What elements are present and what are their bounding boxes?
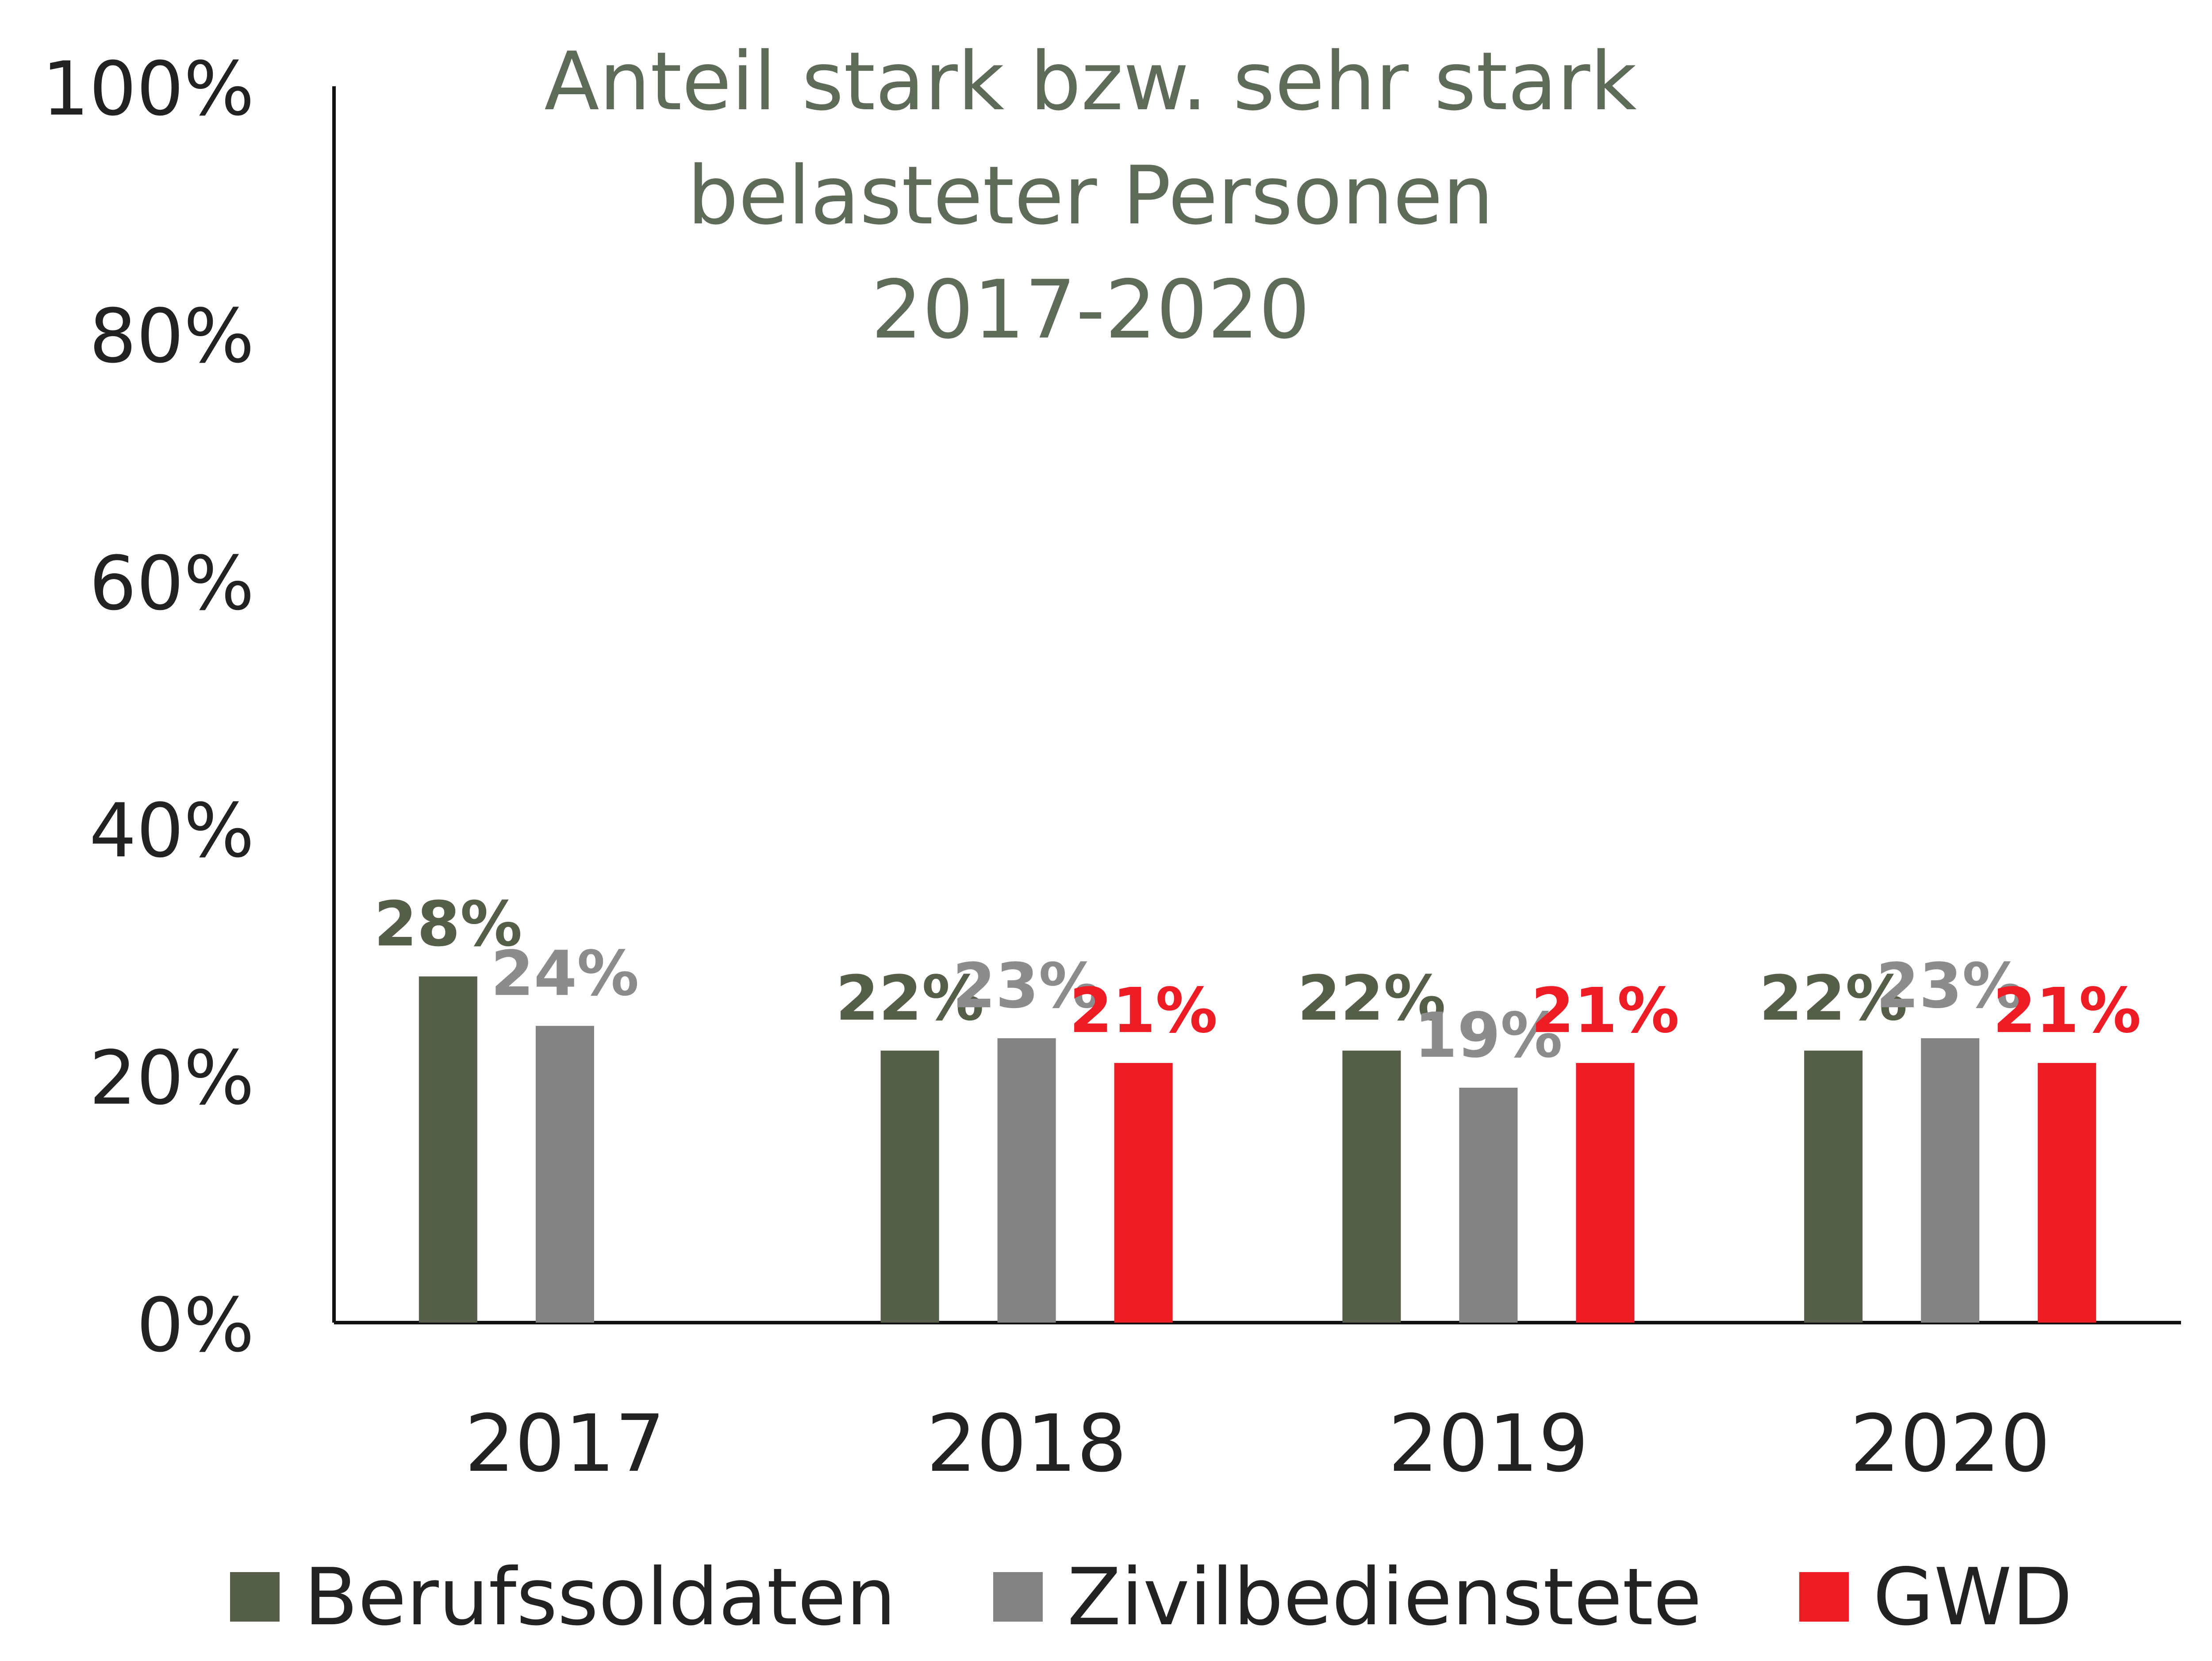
bar — [1804, 1051, 1863, 1323]
x-tick-label: 2018 — [926, 1398, 1127, 1489]
legend-label-zivilbedienstete: Zivilbedienstete — [1067, 1551, 1702, 1643]
legend-item-zivilbedienstete: Zivilbedienstete — [993, 1551, 1702, 1643]
legend: Berufssoldaten Zivilbedienstete GWD — [230, 1539, 2170, 1654]
y-tick-label: 80% — [89, 293, 254, 380]
chart-title-line-3: 2017-2020 — [871, 263, 1310, 357]
data-label: 22% — [1298, 963, 1446, 1035]
legend-label-berufssoldaten: Berufssoldaten — [304, 1551, 896, 1643]
legend-item-gwd: GWD — [1799, 1551, 2073, 1643]
chart-title: Anteil stark bzw. sehr stark belasteter … — [442, 24, 1739, 367]
bar — [419, 976, 477, 1323]
legend-swatch-berufssoldaten — [230, 1572, 280, 1622]
y-tick-label: 0% — [136, 1282, 254, 1369]
y-tick-label: 100% — [42, 46, 254, 132]
data-label: 22% — [1759, 963, 1908, 1035]
bar — [535, 1026, 594, 1323]
bar — [1459, 1087, 1518, 1323]
y-tick-label: 40% — [89, 787, 254, 874]
data-label: 21% — [1069, 975, 1217, 1047]
legend-label-gwd: GWD — [1873, 1551, 2073, 1643]
legend-swatch-zivilbedienstete — [993, 1572, 1043, 1622]
legend-swatch-gwd — [1799, 1572, 1849, 1622]
x-tick-label: 2019 — [1388, 1398, 1589, 1489]
y-tick-label: 20% — [89, 1035, 254, 1121]
chart-title-line-2: belasteter Personen — [687, 149, 1494, 242]
data-label: 21% — [1993, 975, 2141, 1047]
bar — [2038, 1063, 2097, 1323]
bar — [880, 1051, 939, 1323]
data-label: 24% — [491, 938, 639, 1010]
legend-item-berufssoldaten: Berufssoldaten — [230, 1551, 896, 1643]
data-label: 23% — [1876, 950, 2024, 1022]
bar — [997, 1038, 1056, 1323]
chart-title-line-1: Anteil stark bzw. sehr stark — [544, 35, 1637, 128]
data-label: 21% — [1531, 975, 1679, 1047]
y-tick-label: 60% — [89, 540, 254, 627]
data-label: 28% — [374, 888, 522, 960]
bar — [1921, 1038, 1980, 1323]
x-tick-label: 2017 — [465, 1398, 665, 1489]
bar — [1342, 1051, 1401, 1323]
data-label: 22% — [836, 963, 984, 1035]
bar — [1576, 1063, 1635, 1323]
bar — [1114, 1063, 1173, 1323]
data-label: 23% — [952, 950, 1101, 1022]
data-label: 19% — [1414, 1000, 1563, 1072]
x-tick-label: 2020 — [1850, 1398, 2051, 1489]
